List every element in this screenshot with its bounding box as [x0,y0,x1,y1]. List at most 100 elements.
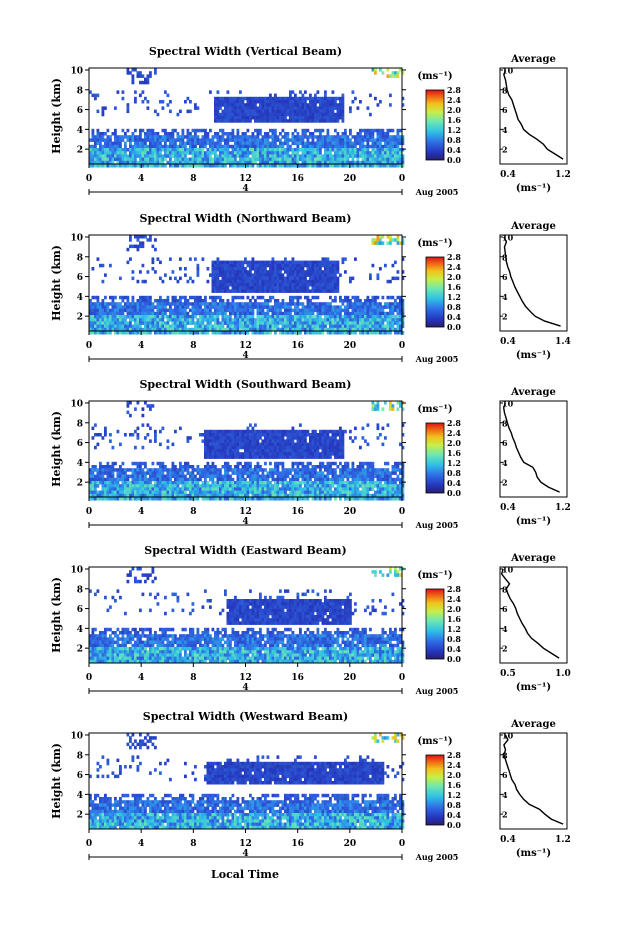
x-tick-label: 8 [190,673,196,683]
x-tick-label: 20 [344,507,357,517]
colorbar [425,256,445,328]
colorbar-tick-label: 0.4 [447,312,461,322]
colorbar-unit: (ms⁻¹) [417,71,452,82]
colorbar-tick-label: 0.0 [447,820,461,830]
x-tick-label: 16 [291,673,304,683]
colorbar-tick-label: 2.0 [447,604,461,614]
x-tick-label: 0 [399,341,405,351]
profile-title: Average [510,221,556,232]
profile-line [503,236,561,327]
colorbar-tick-label: 2.0 [447,438,461,448]
profile-x-tick: 1.0 [555,669,571,679]
profile-unit: (ms⁻¹) [516,848,551,859]
date-label: Aug 2005 [415,852,459,862]
colorbar-tick-label: 1.6 [447,780,461,790]
profile-line [502,402,560,493]
y-tick-label: 2 [77,811,83,821]
x-tick-label: 12 [239,174,252,184]
profile-y-tick: 8 [502,418,508,428]
colorbar-tick-label: 1.2 [447,624,461,634]
profile-y-tick: 4 [502,292,508,302]
profile-y-tick: 2 [502,644,508,654]
colorbar-tick-label: 2.8 [447,750,461,760]
profile-unit: (ms⁻¹) [516,183,551,194]
x-tick-label: 12 [239,341,252,351]
x-tick-label: 0 [86,673,92,683]
colorbar-tick-label: 0.8 [447,135,461,145]
y-tick-label: 2 [77,146,83,156]
profile-frame [499,67,568,165]
profile-y-tick: 10 [502,232,514,242]
y-tick-label: 2 [77,313,83,323]
profile-y-tick: 10 [502,65,514,75]
x-tick-label: 20 [344,839,357,849]
x-tick-label: 12 [239,507,252,517]
panel-5: Spectral Width (Westward Beam) 2 4 6 8 10 Heig… [50,710,571,862]
colorbar-tick-label: 0.8 [447,302,461,312]
x-tick-label: 20 [344,341,357,351]
x-tick-label: 0 [86,174,92,184]
colorbar-tick-label: 2.4 [447,95,461,105]
x-tick-label: 4 [138,839,144,849]
colorbar-unit: (ms⁻¹) [417,736,452,747]
x-tick-label: 0 [86,341,92,351]
panel-title: Spectral Width (Eastward Beam) [144,544,346,557]
y-axis-label: Height (km) [50,577,63,653]
y-axis-label: Height (km) [50,245,63,321]
profile-y-tick: 8 [502,584,508,594]
colorbar-tick-label: 0.4 [447,478,461,488]
day-label: 4 [242,184,248,194]
colorbar-tick-label: 2.4 [447,428,461,438]
y-tick-label: 4 [77,625,83,635]
x-tick-label: 4 [138,673,144,683]
colorbar-tick-label: 1.2 [447,790,461,800]
profile-title: Average [510,54,556,65]
y-tick-label: 6 [77,605,83,615]
profile-y-tick: 4 [502,458,508,468]
profile-frame [499,732,568,830]
x-axis-label: Local Time [211,868,279,881]
profile-y-tick: 6 [502,105,508,115]
x-tick-label: 0 [399,673,405,683]
y-tick-label: 6 [77,439,83,449]
colorbar-tick-label: 2.0 [447,770,461,780]
profile-unit: (ms⁻¹) [516,350,551,361]
profile-x-tick: 0.4 [500,503,516,513]
x-tick-label: 12 [239,839,252,849]
colorbar-tick-label: 0.8 [447,800,461,810]
y-tick-label: 10 [70,399,83,409]
y-tick-label: 2 [77,645,83,655]
colorbar-tick-label: 0.8 [447,634,461,644]
x-tick-label: 8 [190,341,196,351]
colorbar-tick-label: 2.0 [447,272,461,282]
x-tick-label: 0 [86,507,92,517]
profile-y-tick: 6 [502,770,508,780]
colorbar-tick-label: 2.4 [447,594,461,604]
profile-x-tick: 0.4 [500,337,516,347]
colorbar-tick-label: 0.8 [447,468,461,478]
profile-x-tick: 1.2 [555,835,571,845]
colorbar-tick-label: 1.6 [447,115,461,125]
profile-x-tick: 1.4 [555,337,571,347]
profile-y-tick: 2 [502,145,508,155]
colorbar-tick-label: 2.4 [447,262,461,272]
profile-y-tick: 10 [502,564,514,574]
heatmap-cells [89,235,405,335]
x-tick-label: 20 [344,174,357,184]
y-tick-label: 10 [70,565,83,575]
y-tick-label: 8 [77,253,83,263]
profile-line [503,734,564,825]
colorbar-tick-label: 0.4 [447,810,461,820]
x-tick-label: 16 [291,507,304,517]
y-tick-label: 4 [77,293,83,303]
colorbar [425,588,445,660]
panel-title: Spectral Width (Vertical Beam) [149,45,342,58]
profile-y-tick: 8 [502,85,508,95]
x-tick-label: 0 [399,839,405,849]
y-tick-label: 10 [70,731,83,741]
date-label: Aug 2005 [415,354,459,364]
profile-x-tick: 0.4 [500,170,516,180]
colorbar-tick-label: 2.8 [447,418,461,428]
profile-x-tick: 1.2 [555,503,571,513]
